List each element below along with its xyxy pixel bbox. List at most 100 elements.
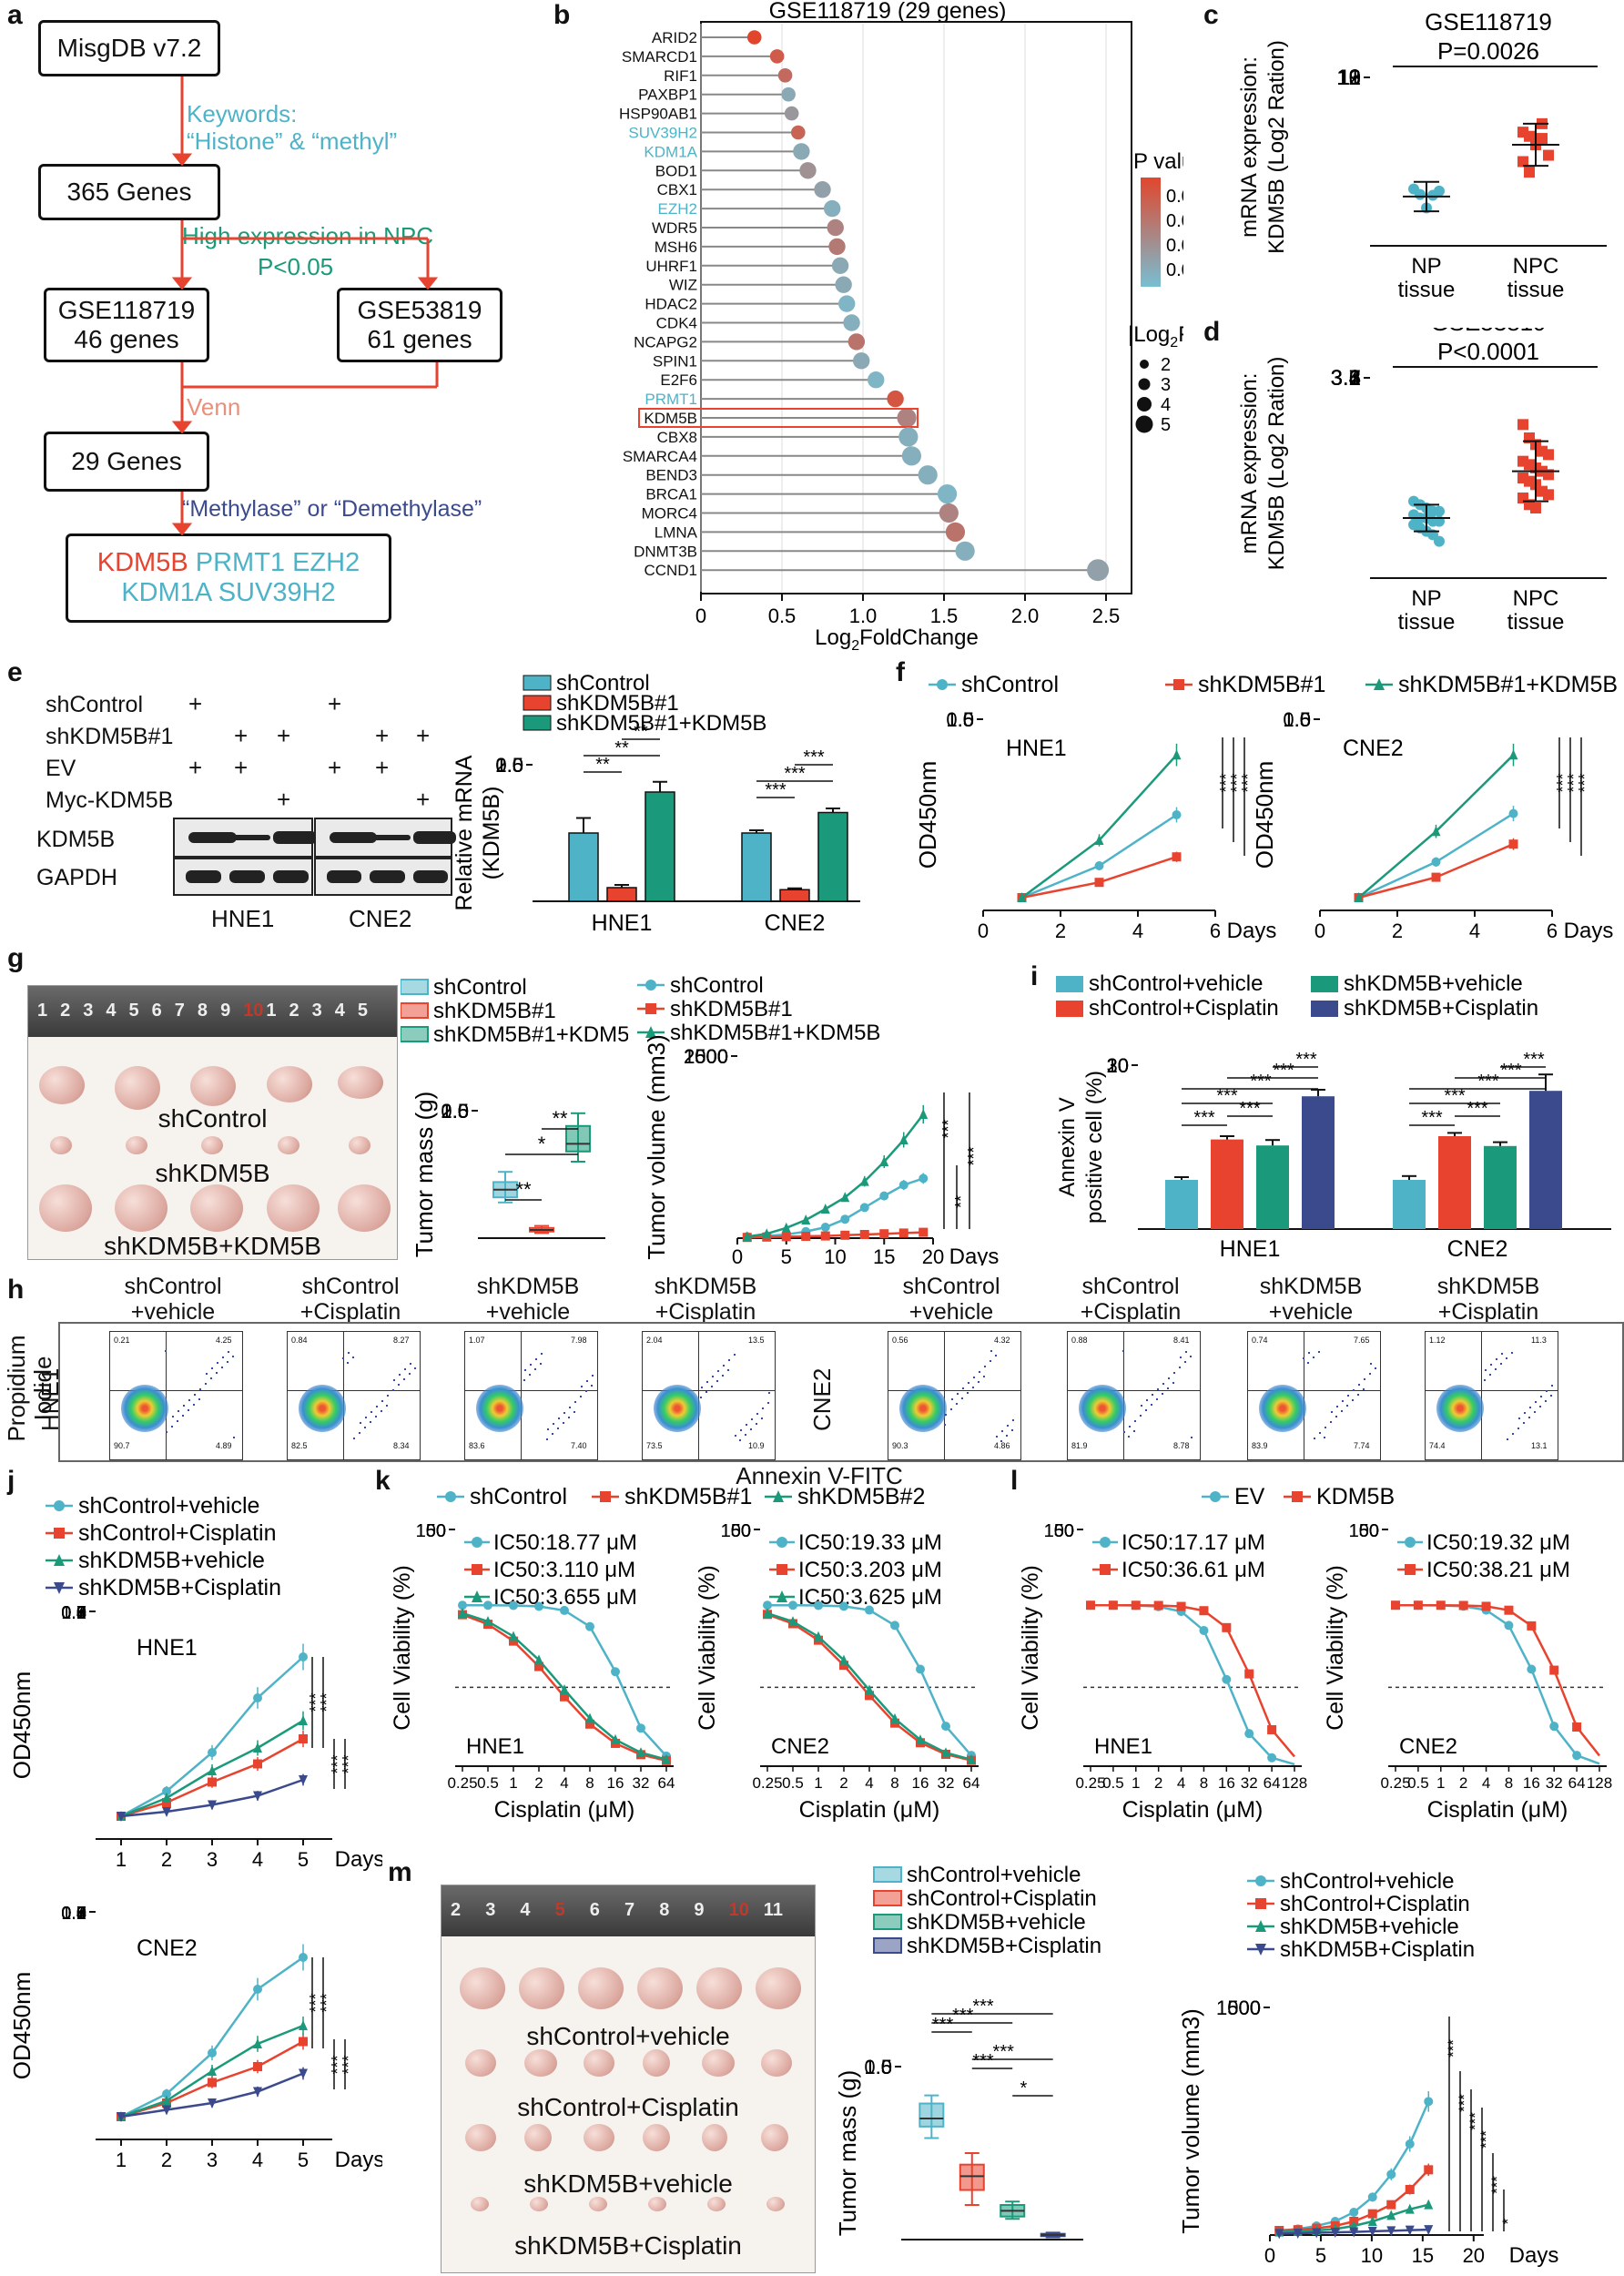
chart-j-ytick-label: 1.0 [61,1904,86,1924]
chart-k-point [585,1719,594,1729]
chart-g2-point [859,1175,869,1186]
chart-j-legend-label: shControl+vehicle [78,1493,259,1519]
chart-j-ytick-label: 0.8 [61,1603,86,1623]
facs-dot [364,1427,366,1428]
facs-dot [1157,1388,1159,1390]
chart-k-point [534,1661,543,1671]
facs-dot [376,1406,378,1407]
chart-f-sig: *** [1239,773,1257,792]
chart-l-cell-label: HNE1 [1094,1734,1152,1759]
chart-k-xlabel: Cisplatin (μM) [494,1797,635,1823]
chart-j-point [253,1743,262,1753]
chart-m2-sig: *** [1477,2130,1495,2149]
tumor [190,1184,243,1232]
photo-ruler: 1 2 3 4 5 6 7 8 9 10 1 2 3 4 5 [28,986,397,1037]
chart-j-sig: *** [307,1692,325,1712]
chart-b-gene-label: PAXBP1 [638,86,697,104]
facs-dot [177,1420,178,1422]
chart-k-point [509,1636,518,1646]
facs-dot [1517,1428,1519,1429]
chart-g2-point [879,1229,889,1239]
chart-l-ic50: IC50:38.21 μM [1426,1558,1570,1582]
chart-k-ic50-marker [776,1537,787,1548]
facs-dot [756,1423,757,1425]
chart-j-xtick-label: 1 [116,1848,127,1871]
facs-dot [716,1380,718,1382]
facs-dot [1375,1367,1376,1369]
facs-dot [1184,1361,1186,1363]
facs-dot [768,1392,770,1394]
flow-arrowhead-1 [171,153,193,167]
chart-j-legend-label: shControl+Cisplatin [78,1520,276,1546]
chart-m2-legend-marker [1255,1875,1266,1886]
chart-l-ytick-label: 150 [1349,1521,1379,1541]
chart-j-point [299,1715,308,1725]
blot-band [370,870,405,883]
facs-dot [995,1355,997,1356]
chart-m1-sig: *** [972,2051,994,2071]
chart-j-point [299,2037,308,2047]
chart-b-point [746,30,762,45]
panel-letter-c: c [1203,0,1219,30]
chart-i-legend-label: shKDM5B+vehicle [1344,974,1523,996]
chart-c-xcat: NP [1411,254,1441,279]
tumor [50,1136,72,1154]
chart-d-point [1434,505,1445,517]
chart-m2-point [1386,2200,1396,2210]
chart-e-bar [779,889,810,902]
chart-g1-legend-swatch [401,1002,429,1019]
facs-dot [592,1375,594,1377]
facs-quadrant-value: 0.21 [114,1336,130,1345]
photo-label: shKDM5B+vehicle [523,2169,733,2198]
chart-k-xtick-label: 8 [890,1774,898,1792]
chart-j-point [208,2066,217,2076]
facs-dot [1162,1383,1164,1385]
tumor [524,2049,557,2077]
chart-b-gene-label: BEND3 [645,467,697,484]
facs-dot [194,1394,196,1396]
facs-dot [1179,1367,1181,1368]
chart-l-point [1267,1724,1277,1734]
facs-dot [165,1350,167,1352]
chart-k-legend-marker [773,1490,784,1502]
chart-l-point [1572,1751,1582,1761]
blot-sign: + [188,754,203,781]
tumor [761,2049,792,2077]
chart-g2-ytick-label: 500 [695,1045,728,1068]
blot-row-label: EV [46,756,76,781]
chart-g2-xtick-label: 5 [781,1245,792,1265]
facs-dot [198,1398,200,1400]
chart-j-xtick-label: 3 [207,1848,218,1871]
chart-k-xtick-label: 64 [963,1774,980,1792]
chart-i-xcat: HNE1 [1220,1236,1281,1262]
facs-dot [978,1381,979,1383]
facs-dot [546,1438,548,1440]
facs-dot [1308,1352,1310,1354]
facs-dot [1353,1389,1355,1391]
blot-band [188,832,237,843]
chart-i-ytick-label: 30 [1107,1054,1129,1077]
facs-dot [996,1436,998,1438]
photo-label: shControl [157,1104,268,1133]
chart-b-gene-label: BRCA1 [645,486,697,503]
photo-label: shKDM5B [155,1159,270,1187]
photo-ruler: 2 3 4 5 6 7 8 9 10 11 [442,1885,815,1936]
chart-e-ytick-label: 1.5 [495,754,523,777]
chart-f-point [1094,861,1104,870]
panel-letter-i: i [1030,961,1039,991]
chart-e-xcat: CNE2 [765,910,826,936]
chart-k-ytick-label: 50 [731,1521,751,1541]
chart-k-point [509,1631,518,1641]
chart-j-sig: *** [318,1993,336,2012]
facs-dot [962,1387,964,1389]
chart-e-bar [741,832,772,902]
facs-dot [217,1362,218,1364]
chart-g2-point [742,1231,752,1242]
chart-b-size-title-sub: 2 [1170,335,1178,351]
facs-quadrant-value: 4.89 [216,1441,232,1450]
facs-dot [1007,1425,1009,1427]
chart-b-point [901,446,921,466]
photo-ruler-tick: 4 [106,1001,117,1021]
facs-dot [1173,1372,1175,1374]
